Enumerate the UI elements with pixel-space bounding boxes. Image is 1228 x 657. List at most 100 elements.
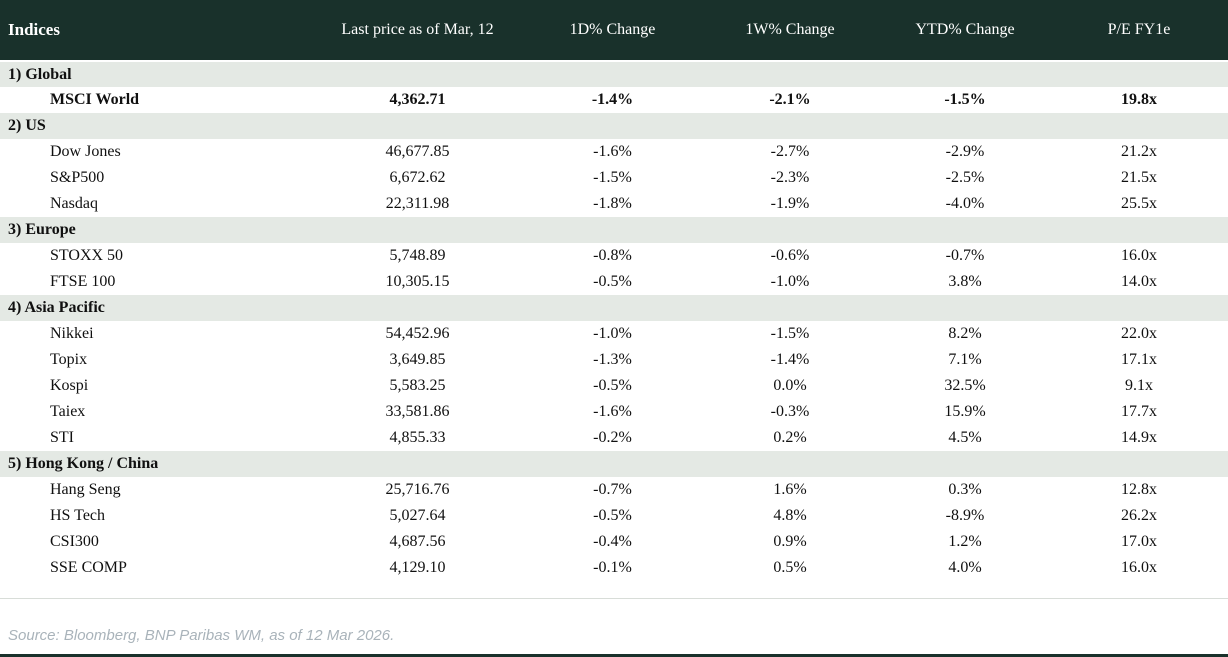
chg-1w-cell: 0.5% [700, 555, 880, 581]
index-name-cell: S&P500 [0, 165, 310, 191]
index-name-cell: MSCI World [0, 87, 310, 113]
section-row: 5) Hong Kong / China [0, 451, 1228, 477]
chg-1w-cell: 0.0% [700, 373, 880, 399]
index-name-cell: Taiex [0, 399, 310, 425]
pe-cell: 16.0x [1050, 555, 1228, 581]
last-price-cell: 54,452.96 [310, 321, 525, 347]
last-price-cell: 4,855.33 [310, 425, 525, 451]
chg-ytd-cell: 4.5% [880, 425, 1050, 451]
section-label: 2) US [0, 113, 1228, 139]
chg-1d-cell: -1.5% [525, 165, 700, 191]
section-label: 3) Europe [0, 217, 1228, 243]
header-1w-change: 1W% Change [700, 0, 880, 62]
index-name-cell: SSE COMP [0, 555, 310, 581]
pe-cell: 26.2x [1050, 503, 1228, 529]
table-row: FTSE 100 10,305.15 -0.5% -1.0% 3.8% 14.0x [0, 269, 1228, 295]
index-name-cell: Dow Jones [0, 139, 310, 165]
pe-cell: 25.5x [1050, 191, 1228, 217]
chg-1w-cell: 0.2% [700, 425, 880, 451]
chg-ytd-cell: -4.0% [880, 191, 1050, 217]
chg-1w-cell: -1.4% [700, 347, 880, 373]
header-last-price: Last price as of Mar, 12 [310, 0, 525, 62]
table-row: STI 4,855.33 -0.2% 0.2% 4.5% 14.9x [0, 425, 1228, 451]
index-name-cell: Hang Seng [0, 477, 310, 503]
chg-ytd-cell: 15.9% [880, 399, 1050, 425]
chg-1w-cell: 1.6% [700, 477, 880, 503]
table-row: SSE COMP 4,129.10 -0.1% 0.5% 4.0% 16.0x [0, 555, 1228, 581]
last-price-cell: 4,362.71 [310, 87, 525, 113]
index-name-cell: Nasdaq [0, 191, 310, 217]
table-row: Kospi 5,583.25 -0.5% 0.0% 32.5% 9.1x [0, 373, 1228, 399]
index-name-cell: HS Tech [0, 503, 310, 529]
last-price-cell: 5,583.25 [310, 373, 525, 399]
last-price-cell: 5,748.89 [310, 243, 525, 269]
chg-1d-cell: -0.4% [525, 529, 700, 555]
last-price-cell: 3,649.85 [310, 347, 525, 373]
index-name-cell: Nikkei [0, 321, 310, 347]
index-name-cell: Topix [0, 347, 310, 373]
chg-ytd-cell: -2.5% [880, 165, 1050, 191]
pe-cell: 17.7x [1050, 399, 1228, 425]
table-row: MSCI World 4,362.71 -1.4% -2.1% -1.5% 19.8x [0, 87, 1228, 113]
chg-1d-cell: -0.1% [525, 555, 700, 581]
bottom-bar [0, 654, 1228, 657]
chg-1w-cell: -2.1% [700, 87, 880, 113]
pe-cell: 22.0x [1050, 321, 1228, 347]
pe-cell: 17.0x [1050, 529, 1228, 555]
table-row: CSI300 4,687.56 -0.4% 0.9% 1.2% 17.0x [0, 529, 1228, 555]
pe-cell: 12.8x [1050, 477, 1228, 503]
chg-1w-cell: -1.9% [700, 191, 880, 217]
table-row: Taiex 33,581.86 -1.6% -0.3% 15.9% 17.7x [0, 399, 1228, 425]
chg-ytd-cell: 1.2% [880, 529, 1050, 555]
last-price-cell: 6,672.62 [310, 165, 525, 191]
table-row: Hang Seng 25,716.76 -0.7% 1.6% 0.3% 12.8x [0, 477, 1228, 503]
index-name-cell: STOXX 50 [0, 243, 310, 269]
last-price-cell: 25,716.76 [310, 477, 525, 503]
table-bottom-divider [0, 598, 1228, 599]
header-1d-change: 1D% Change [525, 0, 700, 62]
pe-cell: 17.1x [1050, 347, 1228, 373]
table-row: Nasdaq 22,311.98 -1.8% -1.9% -4.0% 25.5x [0, 191, 1228, 217]
section-row: 2) US [0, 113, 1228, 139]
section-label: 5) Hong Kong / China [0, 451, 1228, 477]
section-row: 3) Europe [0, 217, 1228, 243]
index-name-cell: Kospi [0, 373, 310, 399]
chg-1d-cell: -1.6% [525, 399, 700, 425]
chg-1d-cell: -1.3% [525, 347, 700, 373]
pe-cell: 14.9x [1050, 425, 1228, 451]
chg-1w-cell: -2.3% [700, 165, 880, 191]
last-price-cell: 10,305.15 [310, 269, 525, 295]
section-row: 4) Asia Pacific [0, 295, 1228, 321]
table-row: HS Tech 5,027.64 -0.5% 4.8% -8.9% 26.2x [0, 503, 1228, 529]
last-price-cell: 33,581.86 [310, 399, 525, 425]
chg-ytd-cell: -2.9% [880, 139, 1050, 165]
pe-cell: 19.8x [1050, 87, 1228, 113]
chg-1w-cell: -0.6% [700, 243, 880, 269]
index-name-cell: FTSE 100 [0, 269, 310, 295]
section-label: 1) Global [0, 61, 1228, 87]
chg-1d-cell: -1.0% [525, 321, 700, 347]
chg-1d-cell: -0.5% [525, 269, 700, 295]
table-row: S&P500 6,672.62 -1.5% -2.3% -2.5% 21.5x [0, 165, 1228, 191]
table-row: Nikkei 54,452.96 -1.0% -1.5% 8.2% 22.0x [0, 321, 1228, 347]
table-header: Indices Last price as of Mar, 12 1D% Cha… [0, 0, 1228, 62]
chg-ytd-cell: 7.1% [880, 347, 1050, 373]
header-row: Indices Last price as of Mar, 12 1D% Cha… [0, 0, 1228, 62]
chg-1d-cell: -0.8% [525, 243, 700, 269]
chg-ytd-cell: 4.0% [880, 555, 1050, 581]
chg-1d-cell: -1.6% [525, 139, 700, 165]
chg-ytd-cell: 8.2% [880, 321, 1050, 347]
last-price-cell: 4,129.10 [310, 555, 525, 581]
chg-ytd-cell: 3.8% [880, 269, 1050, 295]
chg-ytd-cell: -0.7% [880, 243, 1050, 269]
chg-ytd-cell: 0.3% [880, 477, 1050, 503]
table-body: 1) Global MSCI World 4,362.71 -1.4% -2.1% -1.… [0, 61, 1228, 581]
pe-cell: 9.1x [1050, 373, 1228, 399]
indices-table: Indices Last price as of Mar, 12 1D% Cha… [0, 0, 1228, 581]
index-name-cell: STI [0, 425, 310, 451]
index-name-cell: CSI300 [0, 529, 310, 555]
chg-1d-cell: -0.7% [525, 477, 700, 503]
table-row: Dow Jones 46,677.85 -1.6% -2.7% -2.9% 21.2x [0, 139, 1228, 165]
pe-cell: 21.2x [1050, 139, 1228, 165]
